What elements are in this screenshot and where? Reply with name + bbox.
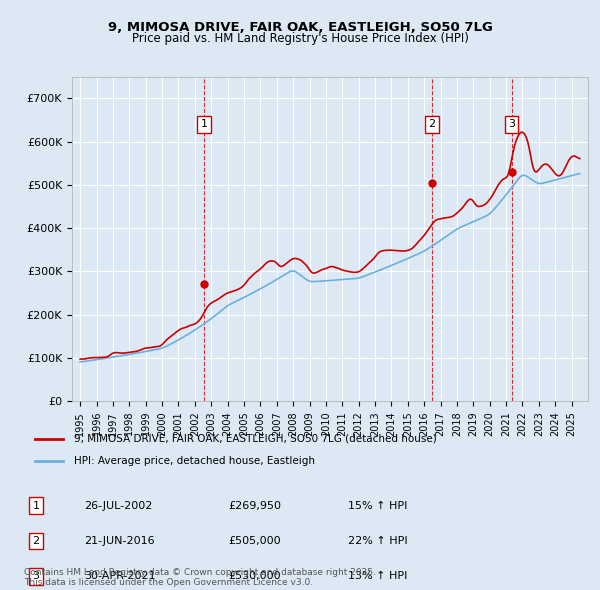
Text: 3: 3 xyxy=(508,119,515,129)
Text: Price paid vs. HM Land Registry's House Price Index (HPI): Price paid vs. HM Land Registry's House … xyxy=(131,32,469,45)
Text: Contains HM Land Registry data © Crown copyright and database right 2025.
This d: Contains HM Land Registry data © Crown c… xyxy=(24,568,376,587)
Text: 9, MIMOSA DRIVE, FAIR OAK, EASTLEIGH, SO50 7LG (detached house): 9, MIMOSA DRIVE, FAIR OAK, EASTLEIGH, SO… xyxy=(74,434,436,444)
Text: 30-APR-2021: 30-APR-2021 xyxy=(84,572,155,581)
Text: 26-JUL-2002: 26-JUL-2002 xyxy=(84,501,152,510)
Text: 13% ↑ HPI: 13% ↑ HPI xyxy=(348,572,407,581)
Text: 9, MIMOSA DRIVE, FAIR OAK, EASTLEIGH, SO50 7LG: 9, MIMOSA DRIVE, FAIR OAK, EASTLEIGH, SO… xyxy=(107,21,493,34)
Text: 1: 1 xyxy=(200,119,208,129)
Text: £269,950: £269,950 xyxy=(228,501,281,510)
Text: 15% ↑ HPI: 15% ↑ HPI xyxy=(348,501,407,510)
Text: 1: 1 xyxy=(32,501,40,510)
Text: 22% ↑ HPI: 22% ↑ HPI xyxy=(348,536,407,546)
Text: HPI: Average price, detached house, Eastleigh: HPI: Average price, detached house, East… xyxy=(74,456,314,466)
Text: £505,000: £505,000 xyxy=(228,536,281,546)
Text: 3: 3 xyxy=(32,572,40,581)
Text: £530,000: £530,000 xyxy=(228,572,281,581)
Text: 2: 2 xyxy=(428,119,436,129)
Text: 2: 2 xyxy=(32,536,40,546)
Text: 21-JUN-2016: 21-JUN-2016 xyxy=(84,536,155,546)
